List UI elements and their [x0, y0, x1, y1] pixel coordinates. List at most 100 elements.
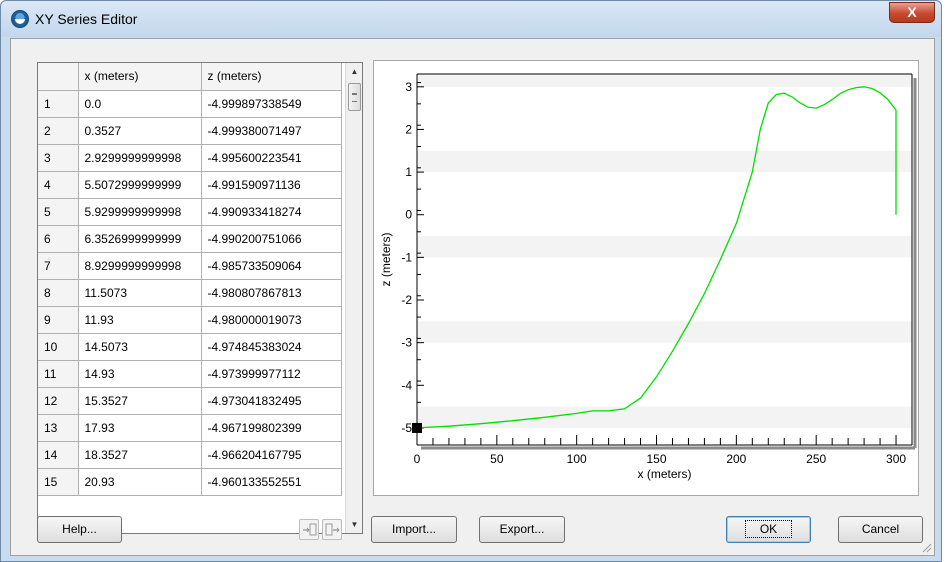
x-tick-label: 300 — [886, 452, 906, 466]
table-row[interactable]: 9 11.93 -4.980000019073 — [38, 306, 342, 334]
row-number-cell: 2 — [38, 117, 79, 145]
z-value-cell[interactable]: -4.999897338549 — [201, 90, 342, 118]
y-tick-label: 1 — [405, 165, 412, 179]
x-value-cell[interactable]: 5.5072999999999 — [78, 171, 202, 199]
table-row[interactable]: 14 18.3527 -4.966204167795 — [38, 441, 342, 469]
table-row[interactable]: 3 2.9299999999998 -4.995600223541 — [38, 144, 342, 172]
z-value-cell[interactable]: -4.973041832495 — [201, 387, 342, 415]
grid-band — [417, 406, 912, 428]
x-value-cell[interactable]: 0.3527 — [78, 117, 202, 145]
z-value-cell[interactable]: -4.991590971136 — [201, 171, 342, 199]
export-button[interactable]: Export... — [479, 516, 565, 543]
z-value-cell[interactable]: -4.980000019073 — [201, 306, 342, 334]
x-tick-label: 200 — [726, 452, 746, 466]
z-value-cell[interactable]: -4.967199802399 — [201, 414, 342, 442]
z-value-cell[interactable]: -4.995600223541 — [201, 144, 342, 172]
table-row[interactable]: 12 15.3527 -4.973041832495 — [38, 387, 342, 415]
xy-series-chart: -5 -4 -3 -2 -1 0 1 2 3 0 50 100 150 200 250 300 x (meter… — [373, 60, 919, 496]
row-number-header — [38, 63, 79, 91]
scroll-down-arrow-icon[interactable]: ▼ — [350, 520, 359, 529]
table-vertical-scrollbar[interactable]: ▲ ▼ — [345, 63, 362, 533]
grid-band — [417, 74, 912, 87]
y-axis-label: z (meters) — [379, 232, 393, 286]
x-value-cell[interactable]: 20.93 — [78, 468, 202, 496]
z-column-header[interactable]: z (meters) — [201, 63, 342, 91]
z-value-cell[interactable]: -4.980807867813 — [201, 279, 342, 307]
y-tick-label: -3 — [401, 336, 412, 350]
row-number-cell: 14 — [38, 441, 79, 469]
x-value-cell[interactable]: 2.9299999999998 — [78, 144, 202, 172]
title-bar[interactable]: XY Series Editor X — [1, 1, 941, 37]
table-row[interactable]: 6 6.3526999999999 -4.990200751066 — [38, 225, 342, 253]
z-value-cell[interactable]: -4.960133552551 — [201, 468, 342, 496]
help-button[interactable]: Help... — [37, 516, 122, 543]
import-button[interactable]: Import... — [371, 516, 457, 543]
x-tick-label: 50 — [490, 452, 504, 466]
table-row[interactable]: 2 0.3527 -4.999380071497 — [38, 117, 342, 145]
table-row[interactable]: 13 17.93 -4.967199802399 — [38, 414, 342, 442]
table-row[interactable]: 15 20.93 -4.960133552551 — [38, 468, 342, 496]
y-tick-label: 0 — [405, 208, 412, 222]
x-tick-label: 0 — [414, 452, 421, 466]
row-number-cell: 4 — [38, 171, 79, 199]
dialog-body: x (meters) z (meters) 1 0.0 -4.99989733854… — [10, 38, 935, 556]
grid-band — [417, 236, 912, 258]
x-value-cell[interactable]: 11.5073 — [78, 279, 202, 307]
insert-row-button[interactable] — [299, 519, 319, 540]
row-number-cell: 9 — [38, 306, 79, 334]
table-row[interactable]: 10 14.5073 -4.974845383024 — [38, 333, 342, 361]
z-value-cell[interactable]: -4.974845383024 — [201, 333, 342, 361]
row-number-cell: 11 — [38, 360, 79, 388]
row-number-cell: 7 — [38, 252, 79, 280]
grid-band — [417, 321, 912, 343]
table-row[interactable]: 7 8.9299999999998 -4.985733509064 — [38, 252, 342, 280]
z-value-cell[interactable]: -4.999380071497 — [201, 117, 342, 145]
z-value-cell[interactable]: -4.985733509064 — [201, 252, 342, 280]
table-row[interactable]: 11 14.93 -4.973999977112 — [38, 360, 342, 388]
row-number-cell: 5 — [38, 198, 79, 226]
scroll-thumb[interactable] — [348, 83, 361, 111]
x-value-cell[interactable]: 18.3527 — [78, 441, 202, 469]
table-header-row: x (meters) z (meters) — [38, 63, 342, 91]
y-tick-label: -2 — [401, 293, 412, 307]
resize-grip-icon[interactable] — [920, 541, 932, 553]
chart-svg: -5 -4 -3 -2 -1 0 1 2 3 0 50 100 150 200 250 300 x (meter… — [379, 73, 917, 481]
table-row[interactable]: 5 5.9299999999998 -4.990933418274 — [38, 198, 342, 226]
insert-row-icon — [303, 523, 317, 536]
x-value-cell[interactable]: 5.9299999999998 — [78, 198, 202, 226]
x-value-cell[interactable]: 14.93 — [78, 360, 202, 388]
table-row[interactable]: 1 0.0 -4.999897338549 — [38, 90, 342, 118]
x-value-cell[interactable]: 14.5073 — [78, 333, 202, 361]
row-number-cell: 6 — [38, 225, 79, 253]
x-value-cell[interactable]: 11.93 — [78, 306, 202, 334]
xy-data-table[interactable]: x (meters) z (meters) 1 0.0 -4.99989733854… — [37, 62, 363, 534]
y-tick-label: 2 — [405, 122, 412, 136]
row-number-cell: 10 — [38, 333, 79, 361]
z-value-cell[interactable]: -4.966204167795 — [201, 441, 342, 469]
x-value-cell[interactable]: 6.3526999999999 — [78, 225, 202, 253]
x-value-cell[interactable]: 17.93 — [78, 414, 202, 442]
x-tick-label: 250 — [806, 452, 826, 466]
close-button[interactable]: X — [889, 2, 935, 23]
y-tick-label: 3 — [405, 80, 412, 94]
z-value-cell[interactable]: -4.990200751066 — [201, 225, 342, 253]
ok-button[interactable]: OK — [726, 516, 811, 543]
ok-button-label: OK — [744, 520, 793, 538]
x-value-cell[interactable]: 0.0 — [78, 90, 202, 118]
cancel-button[interactable]: Cancel — [838, 516, 923, 543]
append-row-button[interactable] — [322, 519, 342, 540]
z-value-cell[interactable]: -4.990933418274 — [201, 198, 342, 226]
y-tick-label: -5 — [401, 421, 412, 435]
table-row[interactable]: 4 5.5072999999999 -4.991590971136 — [38, 171, 342, 199]
x-value-cell[interactable]: 8.9299999999998 — [78, 252, 202, 280]
scroll-up-arrow-icon[interactable]: ▲ — [350, 67, 359, 76]
z-value-cell[interactable]: -4.973999977112 — [201, 360, 342, 388]
y-tick-label: -1 — [401, 250, 412, 264]
window-title: XY Series Editor — [35, 11, 138, 27]
x-column-header[interactable]: x (meters) — [78, 63, 202, 91]
grid-band — [417, 150, 912, 173]
x-value-cell[interactable]: 15.3527 — [78, 387, 202, 415]
table-row[interactable]: 8 11.5073 -4.980807867813 — [38, 279, 342, 307]
y-tick-label: -4 — [401, 378, 412, 392]
